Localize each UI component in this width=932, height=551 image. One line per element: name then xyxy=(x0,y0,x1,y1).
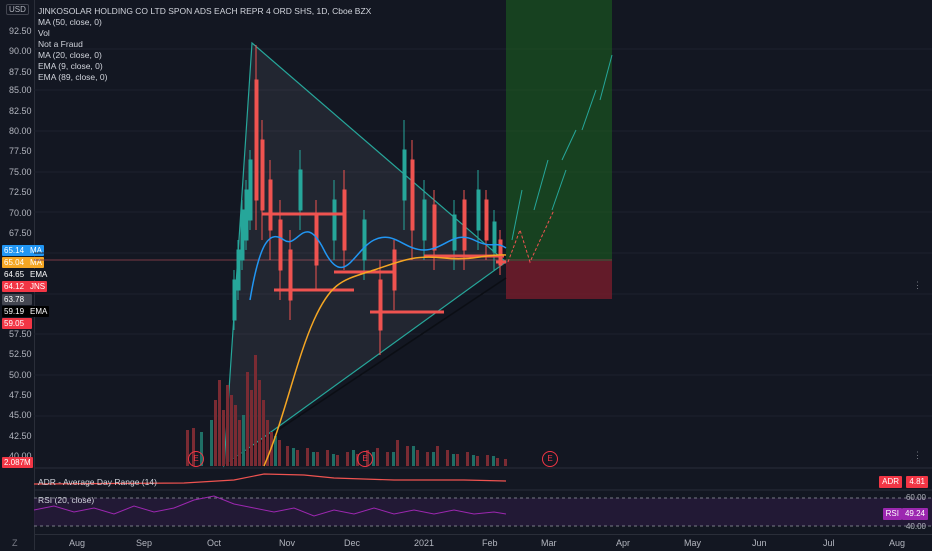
time-tick: Sep xyxy=(136,538,153,548)
ema89-price-chip: 59.19 EMA xyxy=(2,306,50,317)
earnings-marker[interactable]: E xyxy=(542,451,558,467)
time-tick: Mar xyxy=(541,538,557,548)
price-tick: 42.50 xyxy=(9,431,32,441)
price-tick: 50.00 xyxy=(9,370,32,380)
rsi-level-lower: 40.00 xyxy=(905,522,926,531)
price-tick: 87.50 xyxy=(9,67,32,77)
indicator-ma50[interactable]: MA (50, close, 0) xyxy=(38,17,102,27)
indicator-ema9[interactable]: EMA (9, close, 0) xyxy=(38,61,103,71)
price-tick: 92.50 xyxy=(9,26,32,36)
price-axis[interactable]: USD 92.50 90.00 87.50 85.00 82.50 80.00 … xyxy=(0,0,50,550)
rsi-level-upper: 60.00 xyxy=(905,493,926,502)
projection-arrows xyxy=(507,54,613,264)
price-tick: 67.50 xyxy=(9,228,32,238)
rsi-value: 49.24 xyxy=(901,508,928,520)
time-tick: Jul xyxy=(823,538,835,548)
price-tick: 47.50 xyxy=(9,390,32,400)
rsi-tag: RSI xyxy=(882,508,902,520)
price-tick: 90.00 xyxy=(9,46,32,56)
price-tick: 75.00 xyxy=(9,167,32,177)
price-chip: 63.78 xyxy=(2,294,32,305)
price-tick: 40.00 xyxy=(9,451,32,461)
indicator-not-a-fraud[interactable]: Not a Fraud xyxy=(38,39,83,49)
time-axis[interactable]: Aug Sep Oct Nov Dec 2021 Feb Mar Apr May… xyxy=(34,534,932,551)
adr-line xyxy=(34,473,507,485)
currency-label[interactable]: USD xyxy=(6,4,29,15)
indicator-ema89[interactable]: EMA (89, close, 0) xyxy=(38,72,108,82)
time-tick: Dec xyxy=(344,538,361,548)
volume-bars-up xyxy=(200,415,495,466)
adr-value: 4.81 xyxy=(906,476,928,488)
scroll-to-end-icon[interactable]: ⋮ xyxy=(913,280,922,290)
grid-lines xyxy=(34,48,932,417)
time-tick: Oct xyxy=(207,538,222,548)
long-position-profit-zone xyxy=(506,0,612,261)
price-tick: 57.50 xyxy=(9,329,32,339)
price-tick: 72.50 xyxy=(9,187,32,197)
time-tick: Aug xyxy=(889,538,906,548)
time-tick: May xyxy=(684,538,702,548)
candlesticks xyxy=(232,45,503,355)
adr-pane-label[interactable]: ADR - Average Day Range (14) xyxy=(38,477,157,487)
volume-chip: 2.087M xyxy=(2,457,33,468)
last-price-chip: 64.12 JNS xyxy=(2,281,48,292)
price-tick: 45.00 xyxy=(9,410,32,420)
rsi-pane-label[interactable]: RSI (20, close) xyxy=(38,495,95,505)
rsi-line xyxy=(34,495,507,517)
more-options-icon[interactable]: ⋮ xyxy=(913,450,922,460)
zoom-icon[interactable]: Z xyxy=(12,538,18,548)
low-price-chip: 59.05 xyxy=(2,318,32,329)
ma50-price-chip: 65.14 MA xyxy=(2,245,44,256)
support-resistance-levels xyxy=(262,212,506,314)
indicator-vol[interactable]: Vol xyxy=(38,28,50,38)
time-tick: Apr xyxy=(616,538,631,548)
time-tick: Nov xyxy=(279,538,296,548)
price-tick: 52.50 xyxy=(9,349,32,359)
price-tick: 85.00 xyxy=(9,85,32,95)
price-tick: 80.00 xyxy=(9,126,32,136)
earnings-marker[interactable]: E xyxy=(357,451,373,467)
ma20-line xyxy=(263,254,507,467)
adr-tag: ADR xyxy=(879,476,902,488)
indicator-ma20[interactable]: MA (20, close, 0) xyxy=(38,50,102,60)
price-tick: 82.50 xyxy=(9,106,32,116)
earnings-marker[interactable]: E xyxy=(188,451,204,467)
rsi-band xyxy=(34,498,932,526)
main-chart-canvas[interactable] xyxy=(34,0,932,534)
time-tick: Feb xyxy=(482,538,498,548)
time-tick: 2021 xyxy=(414,538,435,548)
time-tick: Jun xyxy=(752,538,767,548)
ma50-line xyxy=(249,231,507,301)
symbol-title[interactable]: JINKOSOLAR HOLDING CO LTD SPON ADS EACH … xyxy=(38,6,372,16)
ma20-price-chip: 65.04 MA xyxy=(2,257,44,268)
time-tick: Aug xyxy=(69,538,86,548)
long-position-loss-zone xyxy=(506,261,612,299)
ema9-price-chip: 64.65 EMA xyxy=(2,269,50,280)
price-tick: 77.50 xyxy=(9,146,32,156)
chart-legend[interactable]: JINKOSOLAR HOLDING CO LTD SPON ADS EACH … xyxy=(38,6,371,83)
price-tick: 70.00 xyxy=(9,208,32,218)
